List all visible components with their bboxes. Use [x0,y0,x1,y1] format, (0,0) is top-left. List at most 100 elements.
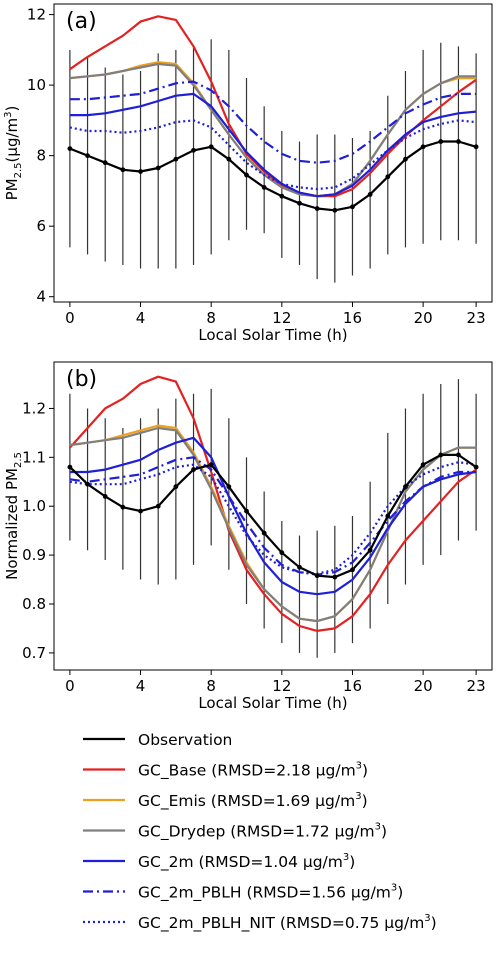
legend-entry-text: Observation [138,731,232,749]
observation-point [120,167,126,173]
y-axis-label-a-main: PM [3,178,21,200]
observation-point [226,156,232,162]
y-tick-label: 12 [27,6,46,24]
x-tick-label: 4 [136,677,146,695]
y-tick-label: 1.2 [22,399,46,417]
series-line-gc-2m [69,436,477,596]
y-tick-label: 0.7 [22,644,46,662]
x-tick-label: 20 [414,309,433,327]
plot-frame-a [53,3,493,303]
x-axis-label-b: Local Solar Time (h) [198,694,347,712]
y-tick-label: 6 [36,217,46,235]
y-axis-label-a-sub: 2.5 [13,162,24,178]
series-line-gc-2m [69,92,477,198]
legend-entry-close: ) [362,762,368,780]
x-tick-label: 12 [272,677,291,695]
legend-entry-text: GC_Base (RMSD=2.18 μg/m [138,762,356,781]
series-line-gc-2m-pblh-nit [69,119,477,191]
y-axis-label-a-unit: (μg/m [3,118,21,163]
observation-point [403,484,408,490]
legend-entry-text: GC_2m_PBLH_NIT (RMSD=0.75 μg/m [138,914,424,933]
legend-entry-close: ) [362,792,368,810]
legend-entry-close: ) [431,914,437,932]
chart-panel-b: 0 4 8 12 16 20 23 0.7 0.8 0.9 1.0 1.1 1.2 (b) Local … [3,361,493,712]
observation-point [85,153,90,159]
x-tick-label: 0 [65,309,75,327]
legend-entry-label: Observation [138,731,232,749]
y-axis-label-a-close: ) [3,106,21,112]
legend-entry-sup: 3 [424,913,430,924]
y-tick-label: 4 [36,288,46,306]
observation-point [244,172,249,178]
x-tick-label: 23 [467,677,486,695]
observation-point [244,508,249,514]
x-tick-label: 8 [206,677,216,695]
observation-point [279,550,285,556]
y-axis-label-b: Normalized PM2.5 [3,452,24,580]
observation-point [314,206,320,211]
observation-point [332,574,338,580]
observation-point [261,184,267,190]
legend-entry-label: GC_2m (RMSD=1.04 μg/m3) [138,852,355,872]
y-axis-label-b-main: Normalized PM [3,468,21,580]
panel-label-b: (b) [66,367,97,392]
observation-point [456,452,461,458]
chart-panel-a: 0 4 8 12 16 20 23 4 6 8 10 12 (a) Local Solar Time … [3,3,493,344]
observation-point [367,547,373,553]
legend-entry-close: ) [349,853,355,871]
observation-point [138,508,143,514]
x-tick-label: 0 [65,677,75,695]
series-line-gc-base [69,375,477,633]
series-line-gc-drydep [69,426,477,623]
x-tick-label: 23 [467,309,486,327]
x-tick-label: 16 [343,309,362,327]
legend-entry-label: GC_2m_PBLH_NIT (RMSD=0.75 μg/m3) [138,913,437,933]
y-tick-label: 8 [36,147,46,165]
observation-point [67,146,73,151]
x-axis-label-a: Local Solar Time (h) [198,326,347,344]
legend-entry-sup: 3 [391,883,397,894]
observation-point [155,165,161,171]
observation-point [173,484,179,490]
series-lines-b [67,375,479,633]
y-axis-label-a: PM2.5(μg/m3) [3,106,24,201]
legend-entry-sup: 3 [355,791,361,802]
observation-point [226,484,232,490]
legend-entry-sup: 3 [375,822,381,833]
observation-point [438,452,444,458]
legend-entry-text: GC_Emis (RMSD=1.69 μg/m [138,792,355,811]
observation-point [385,513,391,519]
observation-point [367,192,373,197]
ticks-b: 0 4 8 12 16 20 23 0.7 0.8 0.9 1.0 1.1 1.2 [22,399,486,695]
series-line-gc-base [69,15,477,198]
series-line-gc-2m-pblh-nit [69,461,477,575]
observation-point [438,139,444,144]
legend-entry-label: GC_Emis (RMSD=1.69 μg/m3) [138,791,368,811]
ticks-a: 0 4 8 12 16 20 23 4 6 8 10 12 [27,6,486,327]
y-tick-label: 10 [27,76,46,94]
legend-entry-text: GC_Drydep (RMSD=1.72 μg/m [138,823,375,842]
legend-entry-close: ) [397,884,403,902]
observation-point [261,530,267,536]
legend-entry-close: ) [381,823,387,841]
observation-point [456,139,461,144]
observation-point [102,160,108,166]
plot-frame-b [53,361,493,671]
x-tick-label: 16 [343,677,362,695]
observation-point [279,193,285,199]
legend-entry-text: GC_2m (RMSD=1.04 μg/m [138,853,343,872]
panel-label-a: (a) [66,9,97,34]
observation-point [208,144,214,150]
y-tick-label: 0.8 [22,595,46,613]
observation-point [473,144,479,150]
legend-entry-label: GC_2m_PBLH (RMSD=1.56 μg/m3) [138,883,403,903]
observation-point [173,156,179,162]
observation-point [138,169,143,174]
y-tick-label: 1.0 [22,497,46,515]
observation-point [420,462,426,468]
y-axis-label-b-sub: 2.5 [13,452,24,468]
x-tick-label: 12 [272,309,291,327]
observation-point [420,144,426,150]
x-tick-label: 20 [414,677,433,695]
